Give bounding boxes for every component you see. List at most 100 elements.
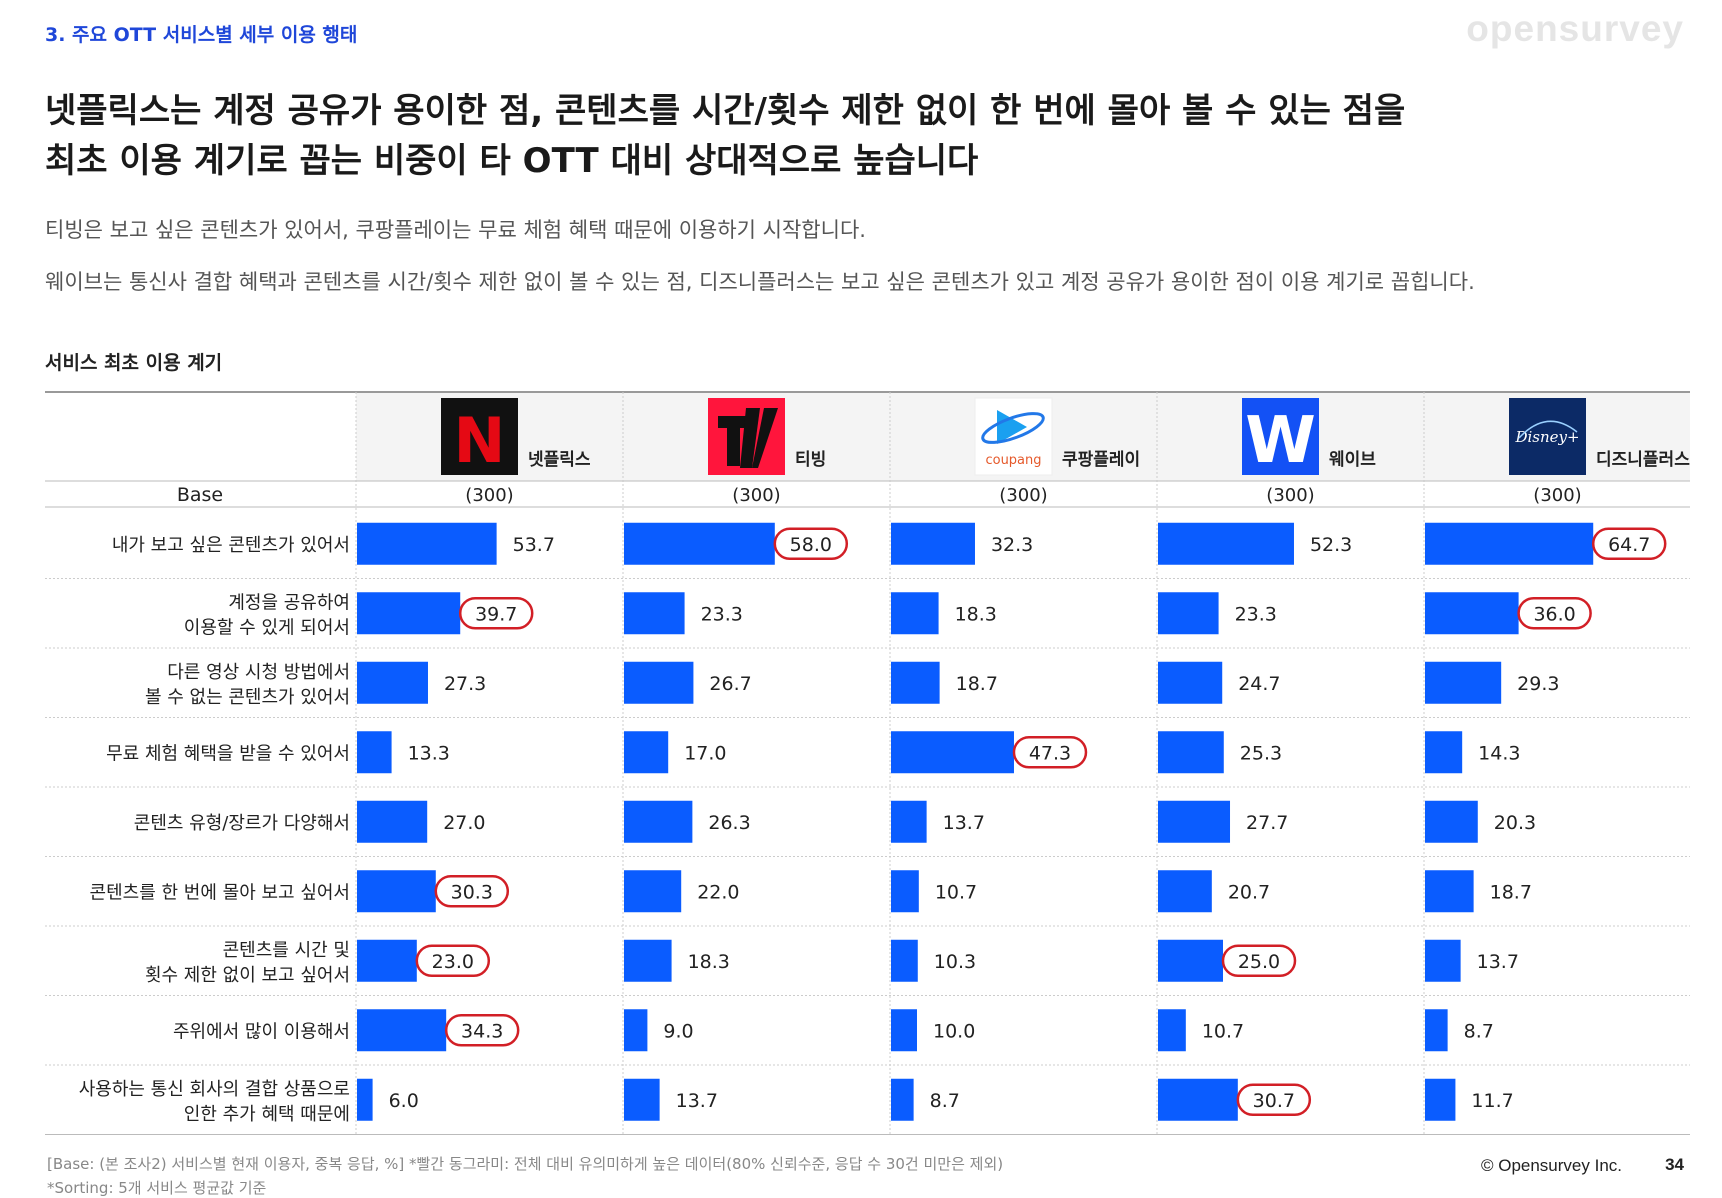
bar	[624, 1078, 660, 1121]
bar-value-label: 32.3	[991, 534, 1033, 556]
bar-value-label: 14.3	[1478, 742, 1520, 764]
page-headline: 넷플릭스는 계정 공유가 용이한 점, 콘텐츠를 시간/횟수 제한 없이 한 번…	[45, 86, 1405, 186]
bar	[1158, 800, 1231, 843]
bar-value-label: 23.0	[432, 951, 474, 973]
bar-value-label: 6.0	[389, 1090, 419, 1112]
highlight-circle	[458, 597, 534, 630]
category-label-line-2: 인한 추가 혜택 때문에	[184, 1104, 350, 1125]
bar-value-label: 64.7	[1608, 534, 1650, 556]
bar	[357, 870, 436, 913]
category-label-line-2: 횟수 제한 없이 보고 싶어서	[145, 965, 350, 986]
chart-title: 서비스 최초 이용 계기	[45, 352, 223, 374]
bar	[357, 592, 461, 635]
bar	[1425, 870, 1474, 913]
bar	[624, 731, 669, 774]
bar	[891, 800, 927, 843]
category-label: 주위에서 많이 이용해서	[173, 1021, 350, 1042]
bar	[1158, 1078, 1238, 1121]
bar-value-label: 9.0	[663, 1020, 693, 1042]
bar-value-label: 24.7	[1238, 673, 1280, 695]
highlight-circle	[444, 1014, 520, 1047]
bar-value-label: 13.7	[1477, 951, 1519, 973]
bar-value-label: 27.7	[1246, 812, 1288, 834]
bar	[1158, 870, 1212, 913]
bar	[891, 870, 919, 913]
bar	[1158, 661, 1223, 704]
category-label: 콘텐츠를 한 번에 몰아 보고 싶어서	[90, 882, 350, 903]
bar-value-label: 53.7	[513, 534, 555, 556]
bar	[891, 661, 940, 704]
category-label: 무료 체험 혜택을 받을 수 있어서	[106, 743, 350, 764]
tving-logo-slash-2	[752, 408, 778, 468]
base-count: (300)	[1533, 485, 1581, 506]
section-label: 3. 주요 OTT 서비스별 세부 이용 행태	[45, 24, 358, 46]
category-label-line-1: 콘텐츠를 시간 및	[223, 940, 350, 961]
bar-value-label: 30.3	[451, 881, 493, 903]
bar	[891, 522, 975, 565]
bar	[891, 592, 939, 635]
play-triangle-icon	[997, 410, 1027, 444]
service-name: 티빙	[795, 450, 826, 470]
bar-value-label: 18.7	[956, 673, 998, 695]
tving-logo-stem	[727, 416, 740, 466]
bar-value-label: 8.7	[930, 1090, 960, 1112]
highlight-circle	[434, 875, 510, 908]
bar	[624, 800, 693, 843]
bar-value-label: 22.0	[697, 881, 739, 903]
category-label-line-1: 다른 영상 시청 방법에서	[167, 662, 350, 683]
bar-value-label: 10.7	[935, 881, 977, 903]
bar	[357, 939, 417, 982]
headline-line-2: 최초 이용 계기로 꼽는 비중이 타 OTT 대비 상대적으로 높습니다	[45, 141, 979, 181]
category-label: 내가 보고 싶은 콘텐츠가 있어서	[112, 535, 350, 556]
service-name: 디즈니플러스	[1596, 450, 1690, 470]
bar	[1158, 592, 1219, 635]
bar-value-label: 27.3	[444, 673, 486, 695]
coupang-logo-bg	[974, 397, 1053, 476]
base-count: (300)	[1266, 485, 1314, 506]
category-label-line-1: 계정을 공유하여	[228, 592, 350, 613]
page-number: 34	[1665, 1155, 1684, 1174]
category-label-line-2: 볼 수 없는 콘텐츠가 있어서	[145, 687, 350, 708]
bar	[1158, 939, 1223, 982]
coupang-play-logo: coupang	[974, 397, 1053, 476]
bar	[624, 939, 672, 982]
netflix-logo: N	[441, 398, 518, 477]
tving-logo	[708, 398, 785, 475]
brand-logo: opensurvey	[1466, 8, 1684, 49]
wavve-logo-bg	[1242, 398, 1319, 475]
bar-value-label: 23.3	[1235, 603, 1277, 625]
bar-value-label: 18.3	[955, 603, 997, 625]
bar	[357, 522, 497, 565]
bar	[1425, 1078, 1456, 1121]
bar	[1158, 731, 1224, 774]
highlight-circle	[1012, 736, 1088, 769]
bar	[624, 870, 682, 913]
bar	[1158, 522, 1294, 565]
bar	[357, 1009, 447, 1052]
highlight-circle	[1517, 597, 1592, 630]
footer-note-base: [Base: (본 조사2) 서비스별 현재 이용자, 중복 응답, %] *빨…	[47, 1155, 1004, 1173]
bar-value-label: 18.7	[1490, 881, 1532, 903]
bar-value-label: 58.0	[790, 534, 832, 556]
base-count: (300)	[465, 485, 513, 506]
bar-value-label: 52.3	[1310, 534, 1352, 556]
headline-line-1: 넷플릭스는 계정 공유가 용이한 점, 콘텐츠를 시간/횟수 제한 없이 한 번…	[45, 91, 1406, 131]
disney-plus-logo: Disney+	[1509, 398, 1586, 475]
bar	[1425, 800, 1478, 843]
bar-value-label: 39.7	[475, 603, 517, 625]
service-name: 웨이브	[1329, 450, 1376, 470]
bar	[357, 1078, 373, 1121]
bar-value-label: 25.0	[1238, 951, 1280, 973]
bar-value-label: 8.7	[1464, 1020, 1494, 1042]
bar-value-label: 36.0	[1533, 603, 1575, 625]
bar	[891, 731, 1014, 774]
category-label: 콘텐츠 유형/장르가 다양해서	[134, 813, 350, 834]
copyright: © Opensurvey Inc.	[1480, 1156, 1622, 1175]
bar-value-label: 20.7	[1228, 881, 1270, 903]
bar	[891, 1078, 914, 1121]
highlight-circle	[1221, 944, 1297, 977]
bar	[357, 800, 428, 843]
bar-value-label: 13.7	[676, 1090, 718, 1112]
highlight-circle	[773, 527, 849, 560]
